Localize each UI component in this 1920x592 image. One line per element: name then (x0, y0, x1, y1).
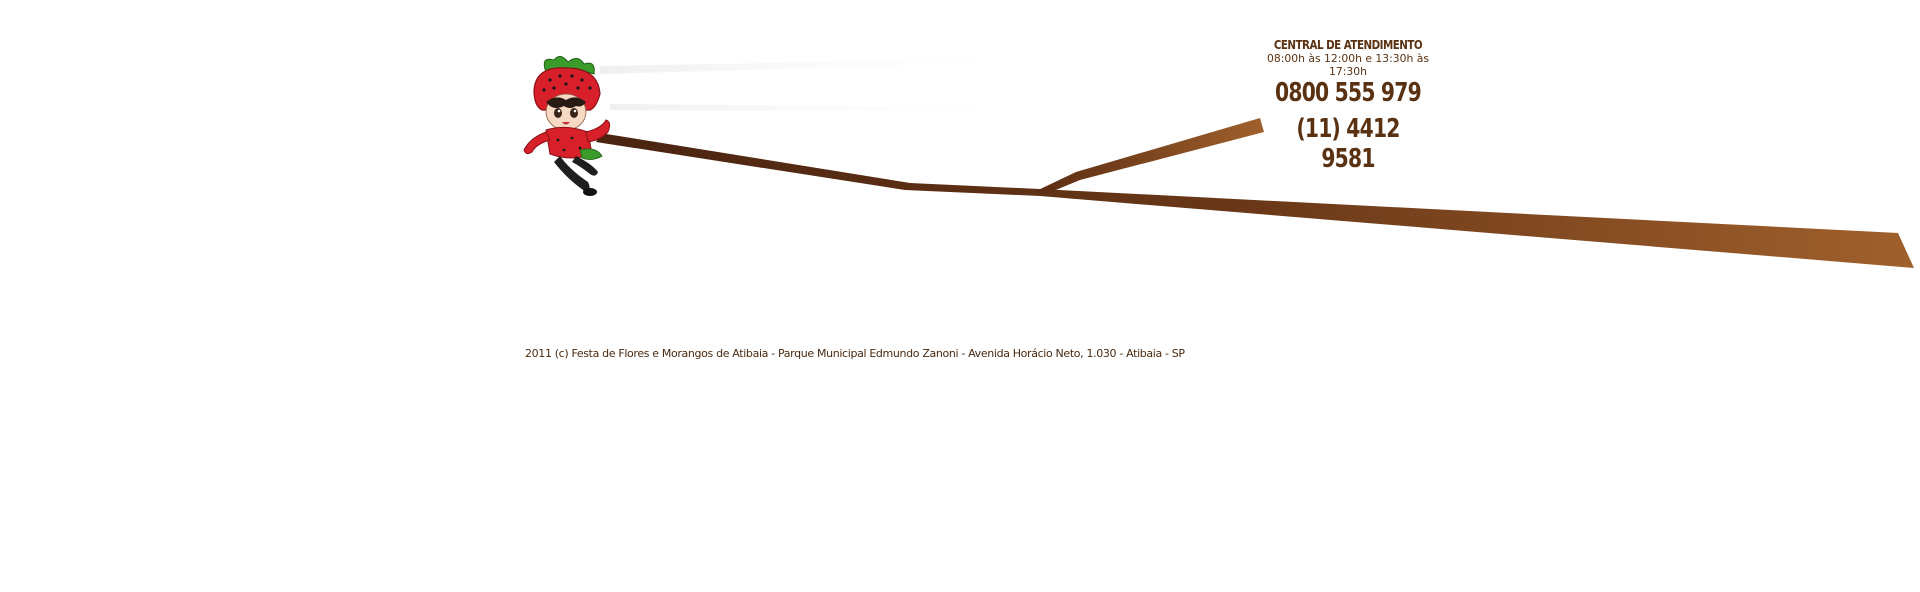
main-branch (596, 133, 1914, 268)
motion-streak (610, 104, 1060, 112)
contact-hours: 08:00h às 12:00h e 13:30h às 17:30h (1267, 52, 1429, 78)
phone-number-tollfree[interactable]: 0800 555 979 (1275, 78, 1422, 108)
strawberry-mascot-icon (523, 56, 611, 196)
twig-branch (1034, 118, 1264, 194)
contact-title: CENTRAL DE ATENDIMENTO (1273, 38, 1423, 52)
branch-decoration (596, 58, 1914, 268)
motion-streak (600, 58, 1050, 74)
footer-copyright: 2011 (c) Festa de Flores e Morangos de A… (525, 347, 1185, 360)
contact-block: CENTRAL DE ATENDIMENTO 08:00h às 12:00h … (1248, 38, 1448, 174)
phone-number-local[interactable]: (11) 4412 9581 (1296, 114, 1400, 174)
